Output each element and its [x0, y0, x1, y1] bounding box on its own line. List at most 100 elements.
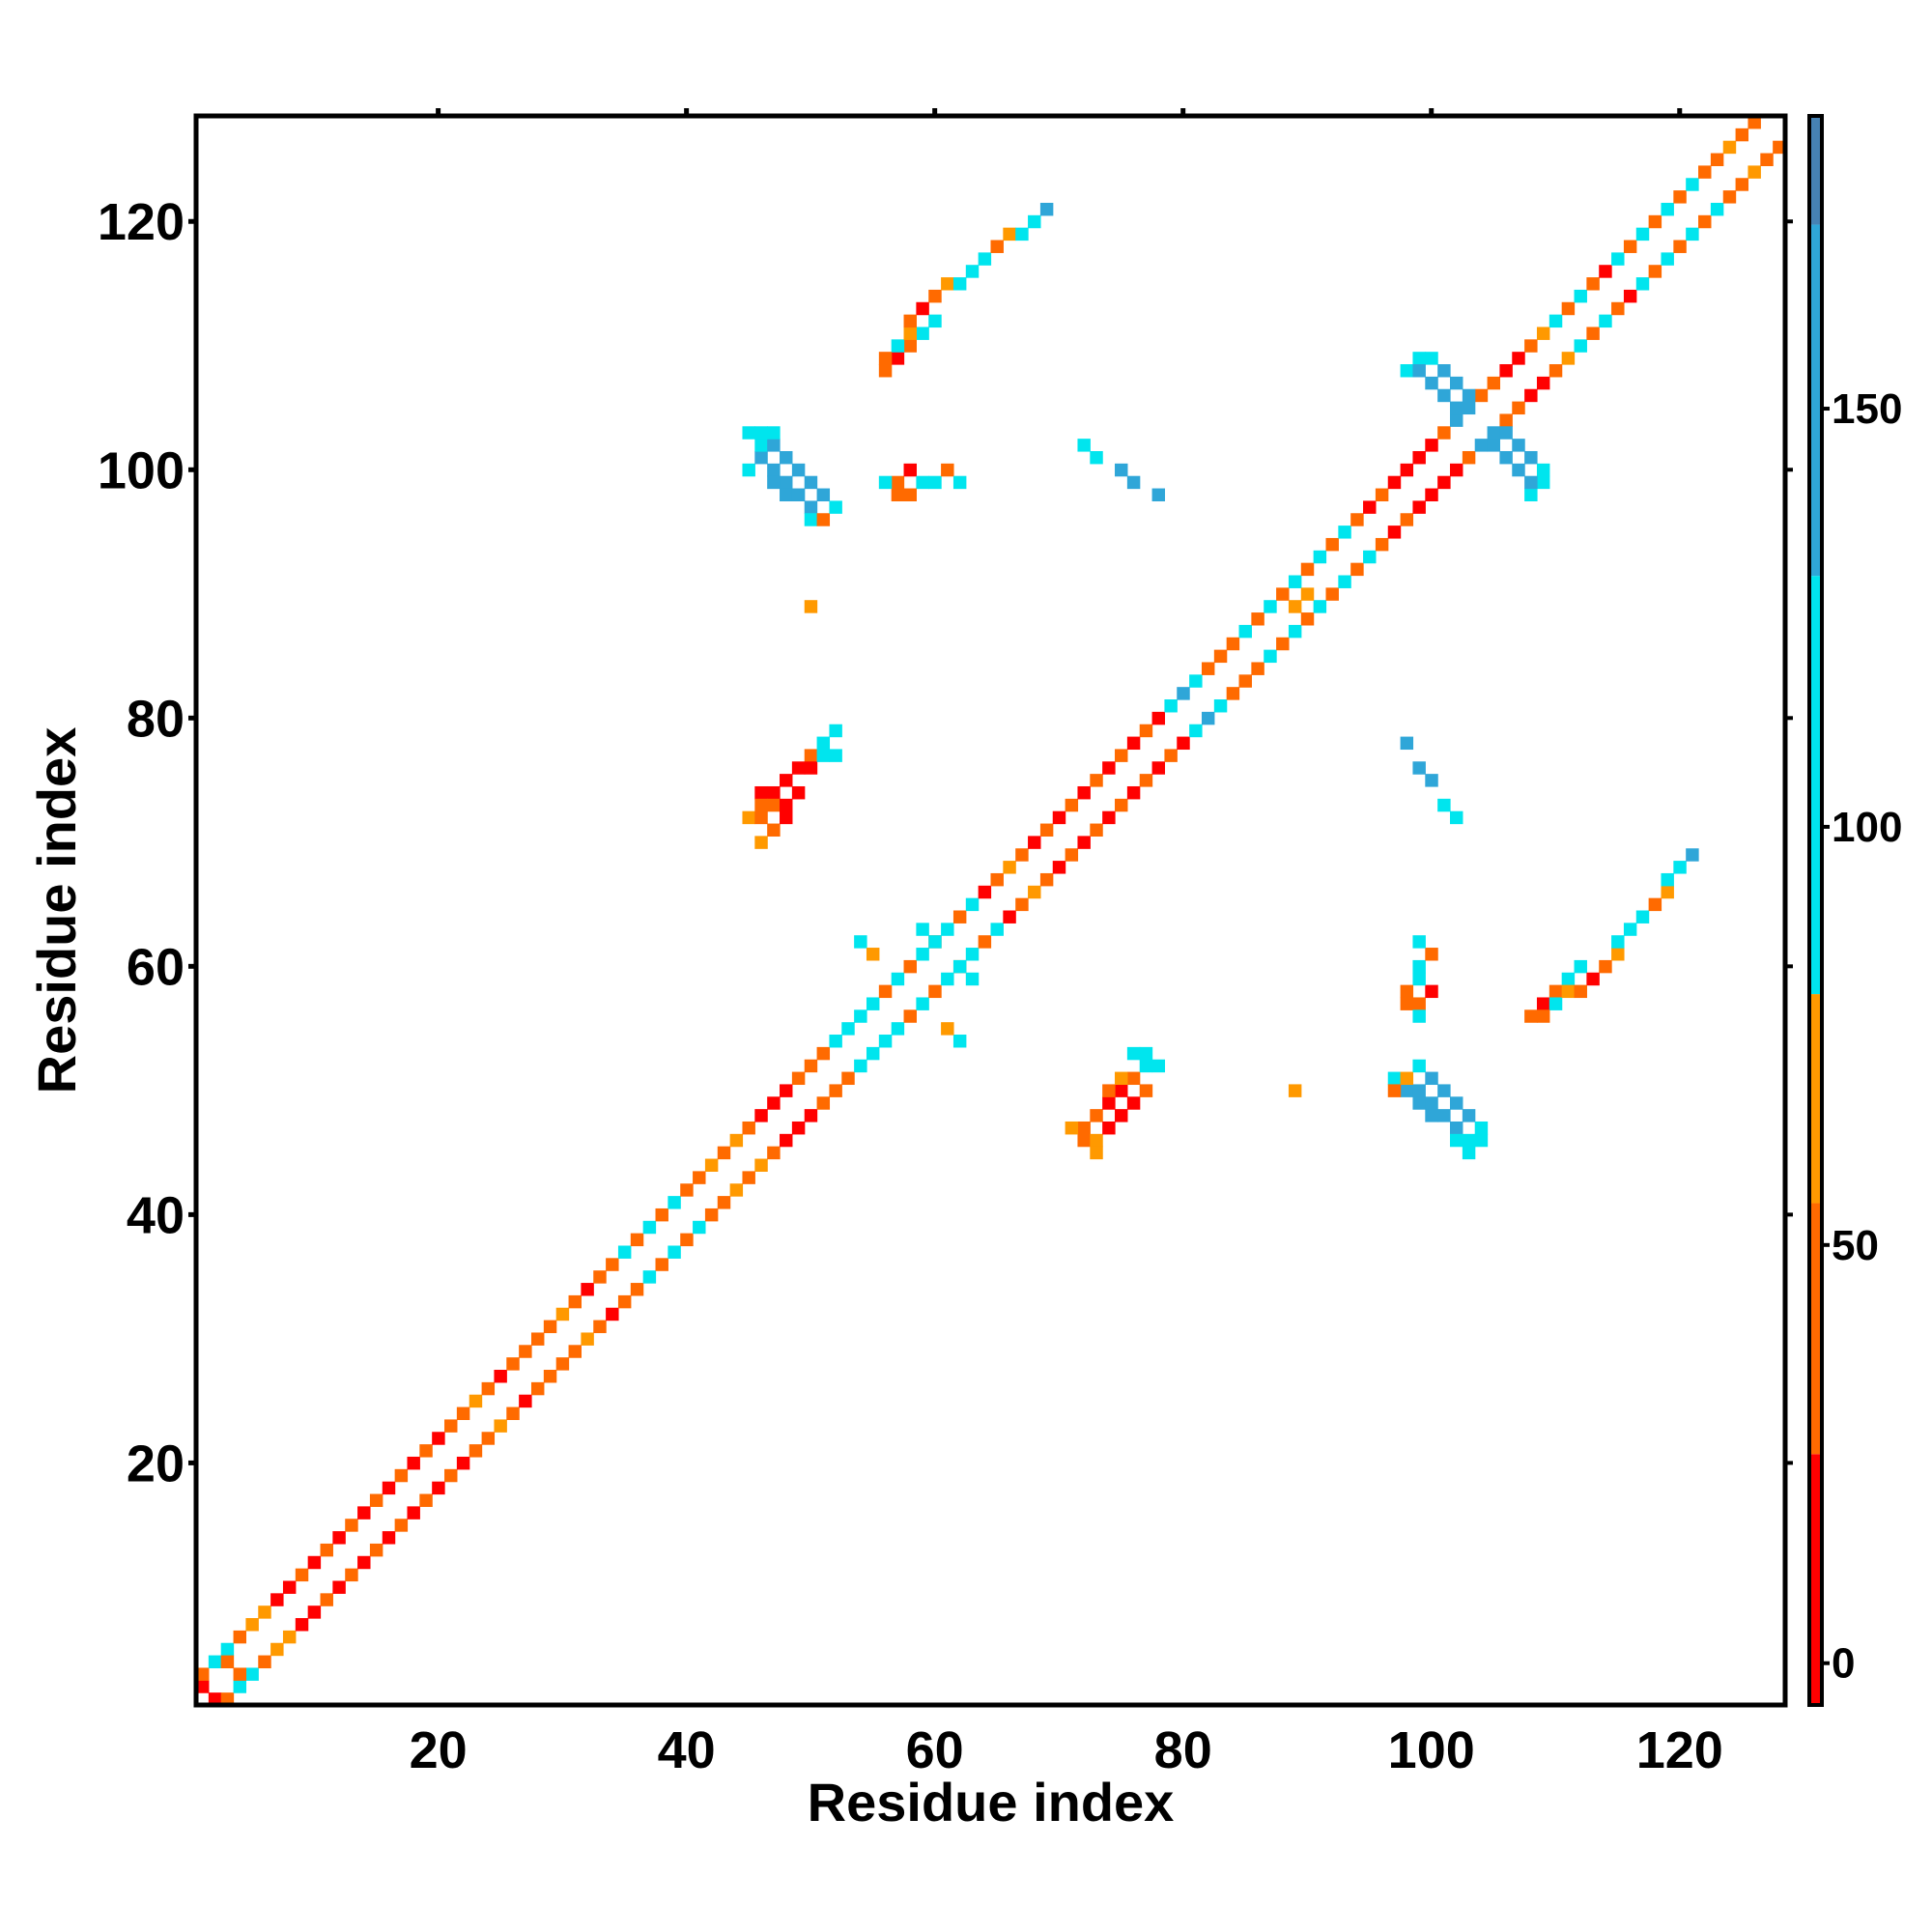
- heatmap-cell: [1425, 488, 1438, 501]
- heatmap-cell: [1115, 1071, 1128, 1086]
- heatmap-cell: [1425, 774, 1438, 787]
- heatmap-cell: [1251, 612, 1264, 626]
- heatmap-cell: [854, 1009, 867, 1023]
- heatmap-cell: [1164, 699, 1178, 713]
- heatmap-cell: [1039, 202, 1054, 216]
- heatmap-cell: [941, 277, 954, 291]
- heatmap-cell: [1437, 1109, 1451, 1122]
- heatmap-cell: [1450, 810, 1463, 825]
- heatmap-cell: [1412, 352, 1426, 365]
- heatmap-cell: [382, 1531, 396, 1545]
- heatmap-cell: [1661, 202, 1674, 216]
- heatmap-cell: [1686, 178, 1699, 191]
- heatmap-cell: [891, 488, 905, 501]
- colorbar-band: [1809, 116, 1822, 225]
- heatmap-cell: [1065, 1121, 1079, 1135]
- heatmap-cell: [952, 475, 967, 490]
- heatmap-cell: [233, 1667, 246, 1681]
- heatmap-cell: [1201, 662, 1215, 675]
- heatmap-cell: [791, 1071, 806, 1086]
- heatmap-cell: [1524, 388, 1538, 403]
- y-tick-label: 60: [127, 938, 185, 996]
- heatmap-cell: [804, 600, 818, 613]
- heatmap-cell: [754, 439, 768, 452]
- heatmap-cell: [1126, 1046, 1141, 1061]
- heatmap-cell: [1276, 587, 1290, 601]
- heatmap-cell: [1673, 861, 1687, 874]
- heatmap-cell: [655, 1258, 668, 1271]
- heatmap-cell: [1028, 885, 1041, 899]
- heatmap-cell: [1412, 1059, 1426, 1073]
- heatmap-cell: [780, 1133, 793, 1148]
- heatmap-cell: [357, 1506, 371, 1520]
- heatmap-cell: [1536, 376, 1550, 390]
- heatmap-cell: [829, 1035, 842, 1048]
- heatmap-cell: [767, 1096, 781, 1110]
- heatmap-cell: [767, 785, 781, 800]
- heatmap-cell: [1760, 153, 1774, 166]
- heatmap-cell: [1102, 761, 1116, 775]
- heatmap-cell: [1648, 214, 1662, 229]
- heatmap-cell: [568, 1294, 582, 1309]
- heatmap-cell: [1015, 227, 1029, 242]
- heatmap-cell: [1599, 265, 1612, 278]
- x-axis: 20 40 60 80 100 120: [410, 108, 1723, 1779]
- heatmap-cell: [1648, 897, 1662, 912]
- heatmap-cell: [754, 798, 768, 812]
- heatmap-cell: [1599, 959, 1612, 974]
- heatmap-cell: [1338, 526, 1351, 539]
- heatmap-cell: [1512, 463, 1525, 477]
- heatmap-cell: [1474, 1133, 1489, 1148]
- heatmap-cell: [1213, 699, 1228, 713]
- heatmap-cell: [729, 1133, 744, 1148]
- heatmap-cell: [1747, 116, 1761, 129]
- heatmap-cell: [1139, 1059, 1153, 1073]
- heatmap-cell: [282, 1630, 297, 1644]
- heatmap-cell: [1722, 190, 1737, 204]
- heatmap-cell: [1599, 314, 1612, 328]
- heatmap-cell: [568, 1345, 582, 1358]
- heatmap-cell: [816, 1096, 831, 1110]
- heatmap-cell: [990, 923, 1004, 936]
- heatmap-cell: [1003, 227, 1016, 242]
- heatmap-cell: [1126, 1071, 1141, 1086]
- heatmap-cell: [1325, 587, 1339, 601]
- heatmap-cell: [1126, 1096, 1141, 1110]
- heatmap-cells: [196, 116, 1786, 1706]
- heatmap-cell: [1375, 537, 1389, 552]
- heatmap-cell: [704, 1158, 719, 1172]
- heatmap-cell: [1574, 984, 1587, 999]
- heatmap-cell: [1450, 1121, 1463, 1135]
- colorbar-band: [1809, 1454, 1822, 1705]
- colorbar-tick-label: 50: [1832, 1222, 1879, 1269]
- heatmap-cell: [1387, 1071, 1402, 1086]
- heatmap-cell: [1586, 277, 1600, 291]
- heatmap-cell: [506, 1406, 520, 1421]
- heatmap-cell: [456, 1406, 470, 1421]
- heatmap-cell: [208, 1655, 222, 1669]
- heatmap-cell: [829, 749, 842, 762]
- heatmap-cell: [1474, 388, 1489, 403]
- heatmap-cell: [1115, 749, 1128, 762]
- y-tick-label: 100: [98, 441, 185, 499]
- heatmap-cell: [742, 1121, 755, 1135]
- heatmap-cell: [1710, 153, 1724, 166]
- heatmap-cell: [780, 798, 793, 812]
- heatmap-cell: [258, 1655, 271, 1669]
- heatmap-cell: [965, 265, 980, 278]
- heatmap-cell: [1300, 612, 1315, 626]
- heatmap-cell: [878, 475, 893, 490]
- heatmap-cell: [1350, 513, 1364, 526]
- heatmap-cell: [1425, 1096, 1438, 1110]
- heatmap-cell: [717, 1146, 731, 1160]
- heatmap-cell: [1474, 1121, 1489, 1135]
- heatmap-cell: [432, 1481, 445, 1495]
- heatmap-cell: [1524, 488, 1538, 501]
- heatmap-cell: [952, 1035, 967, 1048]
- heatmap-cell: [1499, 364, 1513, 378]
- heatmap-cell: [990, 872, 1004, 887]
- heatmap-cell: [555, 1357, 570, 1371]
- heatmap-cell: [1536, 997, 1550, 1010]
- heatmap-cell: [1548, 364, 1563, 378]
